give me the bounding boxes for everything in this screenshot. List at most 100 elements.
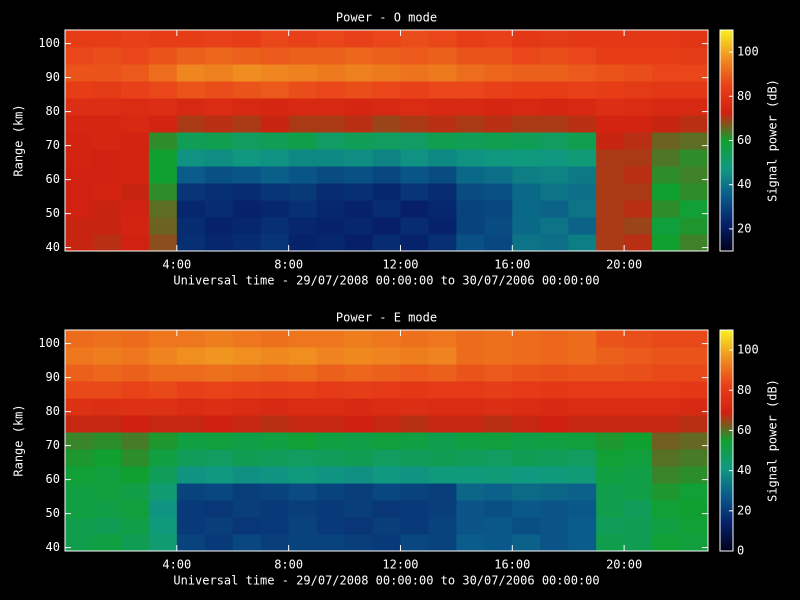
heat-cell xyxy=(92,47,122,65)
heat-cell xyxy=(624,330,653,348)
heat-cell xyxy=(568,381,597,399)
heat-cell xyxy=(260,81,290,99)
heat-cell xyxy=(65,500,94,518)
heat-cell xyxy=(372,166,401,184)
heat-cell xyxy=(428,381,457,399)
heat-cell xyxy=(148,415,178,433)
heat-cell xyxy=(400,166,429,184)
heat-cell xyxy=(120,347,150,365)
heat-cell xyxy=(176,81,206,99)
heat-cell xyxy=(65,483,94,501)
heat-cell xyxy=(400,398,429,416)
heat-cell xyxy=(92,347,122,365)
heat-cell xyxy=(148,47,178,65)
heat-cell xyxy=(148,183,178,201)
heat-cell xyxy=(680,30,708,48)
heat-cell xyxy=(652,217,681,235)
heat-cell xyxy=(456,149,485,167)
heat-cell xyxy=(624,81,653,99)
heat-cell xyxy=(596,234,625,251)
heat-cell xyxy=(316,517,346,535)
heat-cell xyxy=(568,98,597,116)
heat-cell xyxy=(204,500,234,518)
heat-cell xyxy=(344,183,374,201)
heat-cell xyxy=(204,347,234,365)
heat-cell xyxy=(568,200,597,218)
heat-cell xyxy=(484,132,513,150)
heat-cell xyxy=(288,347,318,365)
heat-cell xyxy=(92,200,122,218)
colorbar-tick-label: 0 xyxy=(737,544,744,558)
heat-cell xyxy=(120,415,150,433)
heat-cell xyxy=(624,183,653,201)
y-tick-label: 40 xyxy=(46,540,60,554)
heat-cell xyxy=(652,500,681,518)
colorbar xyxy=(719,329,734,552)
heat-cell xyxy=(652,432,681,450)
heat-cell xyxy=(120,81,150,99)
heat-cell xyxy=(316,483,346,501)
heat-cell xyxy=(456,64,485,82)
heat-cell xyxy=(260,500,290,518)
heat-cell xyxy=(540,381,569,399)
heat-cell xyxy=(568,500,597,518)
heat-cell xyxy=(596,115,625,133)
heat-cell xyxy=(204,381,234,399)
heat-cell xyxy=(512,330,541,348)
heat-cell xyxy=(232,30,262,48)
heat-cell xyxy=(456,81,485,99)
heat-cell xyxy=(428,483,457,501)
heat-cell xyxy=(288,330,318,348)
heat-cell xyxy=(624,166,653,184)
heat-cell xyxy=(400,381,429,399)
heat-cell xyxy=(484,483,513,501)
heat-cell xyxy=(512,234,541,251)
heat-cell xyxy=(596,432,625,450)
heat-cell xyxy=(120,200,150,218)
heat-cell xyxy=(148,517,178,535)
heat-cell xyxy=(344,234,374,251)
heat-cell xyxy=(344,30,374,48)
heat-cell xyxy=(260,517,290,535)
heat-cell xyxy=(148,330,178,348)
heat-cell xyxy=(540,81,569,99)
heat-cell xyxy=(344,330,374,348)
heat-cell xyxy=(372,415,401,433)
heat-cell xyxy=(288,47,318,65)
heat-cell xyxy=(204,98,234,116)
heat-cell xyxy=(148,166,178,184)
heat-cell xyxy=(568,330,597,348)
heat-cell xyxy=(92,449,122,467)
heat-cell xyxy=(652,483,681,501)
y-axis-label: Range (km) xyxy=(12,404,26,476)
heat-cell xyxy=(372,98,401,116)
heat-cell xyxy=(92,183,122,201)
heat-cell xyxy=(372,132,401,150)
heat-cell xyxy=(680,398,708,416)
heat-cell xyxy=(176,115,206,133)
heat-cell xyxy=(624,217,653,235)
heat-cell xyxy=(596,98,625,116)
heat-cell xyxy=(288,30,318,48)
heat-cell xyxy=(484,234,513,251)
heat-cell xyxy=(400,132,429,150)
heat-cell xyxy=(120,432,150,450)
colorbar-label: Signal power (dB) xyxy=(766,79,780,202)
heat-cell xyxy=(540,432,569,450)
heat-cell xyxy=(204,81,234,99)
heat-cell xyxy=(344,500,374,518)
heat-cell xyxy=(148,81,178,99)
heat-cell xyxy=(456,183,485,201)
heat-cell xyxy=(288,449,318,467)
y-tick-label: 100 xyxy=(38,336,60,350)
heat-cell xyxy=(176,132,206,150)
colorbar-tick-label: 20 xyxy=(737,221,751,235)
heat-cell xyxy=(232,132,262,150)
heat-cell xyxy=(204,149,234,167)
heat-cell xyxy=(400,432,429,450)
heat-cell xyxy=(372,347,401,365)
heat-cell xyxy=(624,115,653,133)
y-tick-label: 70 xyxy=(46,138,60,152)
heat-cell xyxy=(428,517,457,535)
heat-cell xyxy=(92,217,122,235)
